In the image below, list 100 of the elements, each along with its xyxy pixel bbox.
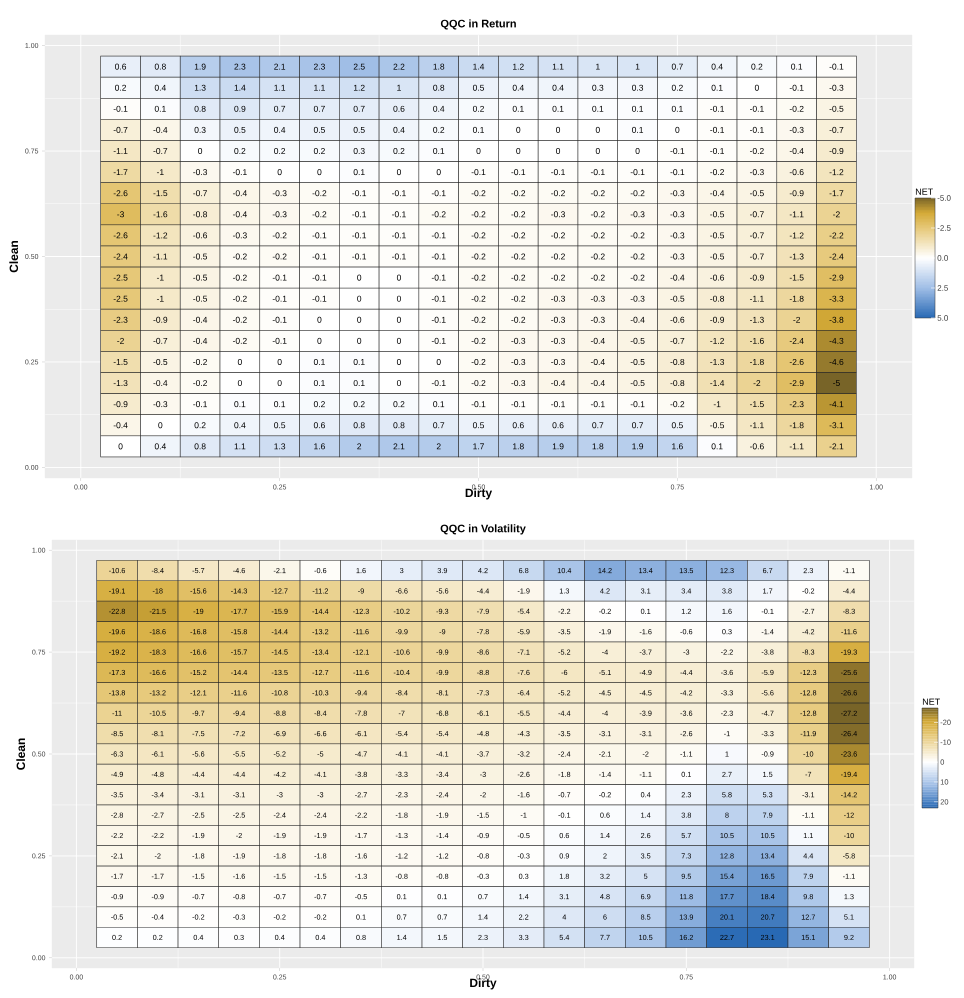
data-label: -1.1 bbox=[750, 422, 764, 428]
data-label: 0.1 bbox=[672, 106, 683, 112]
data-label: -2.2 bbox=[830, 232, 844, 238]
data-label: 2 bbox=[357, 443, 362, 450]
data-label: -0.5 bbox=[630, 338, 645, 344]
data-label: -0.1 bbox=[392, 190, 406, 196]
data-label: -0.4 bbox=[590, 358, 605, 365]
data-label: -1.3 bbox=[790, 254, 804, 260]
data-label: -1.2 bbox=[153, 232, 168, 238]
data-label: 0 bbox=[238, 358, 242, 365]
data-label: -0.8 bbox=[670, 380, 684, 386]
data-label: -0.1 bbox=[511, 401, 526, 408]
data-label: -0.1 bbox=[232, 169, 247, 176]
data-label: 1.1 bbox=[314, 84, 325, 91]
data-label: 0.7 bbox=[592, 422, 604, 428]
data-label: -2.5 bbox=[114, 274, 128, 281]
data-label: -0.2 bbox=[551, 274, 565, 281]
data-label: -0.2 bbox=[670, 401, 684, 408]
data-label: 0 bbox=[556, 148, 560, 154]
data-label: -0.6 bbox=[193, 232, 208, 238]
data-label: 0.2 bbox=[393, 401, 404, 408]
data-label: -0.2 bbox=[511, 232, 526, 238]
data-label: -0.3 bbox=[551, 316, 565, 323]
data-label: -0.3 bbox=[193, 169, 208, 176]
data-label: -4.6 bbox=[830, 358, 844, 365]
data-label: -2.6 bbox=[790, 358, 804, 365]
data-label: 0 bbox=[198, 148, 202, 154]
data-label: -0.1 bbox=[114, 106, 128, 112]
data-label: -0.1 bbox=[193, 401, 207, 408]
data-label: -0.1 bbox=[352, 211, 366, 218]
data-label: -2.3 bbox=[114, 316, 128, 323]
data-label: -0.2 bbox=[590, 211, 605, 218]
data-label: 0.2 bbox=[115, 84, 126, 91]
data-label: -0.8 bbox=[710, 296, 724, 302]
data-label: -0.8 bbox=[193, 211, 208, 218]
data-label: -0.1 bbox=[352, 190, 366, 196]
y-axis-title: Clean bbox=[16, 738, 26, 770]
data-label: -1 bbox=[156, 274, 164, 280]
data-label: 0.1 bbox=[154, 106, 166, 112]
data-label: -2 bbox=[117, 338, 124, 344]
data-label: 0.3 bbox=[632, 84, 644, 91]
data-label: -0.1 bbox=[432, 232, 446, 238]
data-label: -1.1 bbox=[750, 296, 764, 302]
data-label: 0 bbox=[317, 316, 322, 323]
data-label: -2.5 bbox=[114, 296, 128, 302]
data-label: 0.2 bbox=[751, 64, 762, 70]
data-label: -0.4 bbox=[193, 316, 208, 323]
data-label: 1.4 bbox=[234, 84, 246, 91]
data-label: -0.4 bbox=[114, 422, 128, 428]
data-label: -5 bbox=[833, 380, 840, 386]
data-label: 1.9 bbox=[552, 443, 564, 450]
data-label: -1.8 bbox=[790, 422, 804, 428]
data-label: -0.2 bbox=[590, 274, 605, 281]
data-label: -0.1 bbox=[551, 401, 565, 408]
data-label: -0.2 bbox=[193, 380, 207, 386]
data-label: 0 bbox=[516, 148, 520, 154]
data-label: -0.4 bbox=[193, 338, 208, 344]
data-label: 0.1 bbox=[274, 401, 286, 408]
data-label: -2.4 bbox=[114, 254, 128, 260]
data-label: -0.3 bbox=[272, 211, 287, 218]
data-label: 1.8 bbox=[513, 443, 524, 450]
data-label: -0.1 bbox=[830, 64, 844, 70]
data-label: 0 bbox=[238, 380, 242, 386]
data-label: -1.3 bbox=[750, 316, 764, 323]
data-label: -0.4 bbox=[790, 148, 804, 154]
data-label: -0.2 bbox=[511, 211, 526, 218]
data-label: 0.1 bbox=[632, 106, 644, 112]
data-label: 0 bbox=[675, 126, 680, 133]
data-label: -2.6 bbox=[114, 190, 128, 196]
data-label: 0 bbox=[396, 358, 401, 365]
data-label: 0.2 bbox=[314, 148, 325, 154]
data-label: 0.1 bbox=[433, 148, 444, 154]
data-label: -0.2 bbox=[272, 232, 287, 238]
data-label: -1.8 bbox=[750, 358, 764, 365]
data-label: -0.2 bbox=[750, 148, 764, 154]
data-label: -1 bbox=[156, 169, 164, 176]
data-label: 0.1 bbox=[354, 358, 365, 365]
data-label: 0 bbox=[476, 148, 481, 154]
data-label: -0.1 bbox=[670, 148, 684, 154]
data-label: -0.1 bbox=[790, 84, 804, 91]
data-label: -2.9 bbox=[830, 274, 844, 281]
data-label: -0.2 bbox=[312, 211, 326, 218]
data-label: -0.2 bbox=[232, 274, 247, 281]
data-label: -0.1 bbox=[590, 401, 605, 408]
data-label: 1 bbox=[397, 84, 401, 91]
data-label: 0.1 bbox=[791, 64, 802, 70]
data-label: -0.2 bbox=[272, 254, 287, 260]
data-label: 2.3 bbox=[234, 64, 246, 70]
data-label: -0.4 bbox=[710, 190, 724, 196]
data-label: 0.6 bbox=[512, 422, 524, 428]
data-label: -0.1 bbox=[312, 274, 326, 281]
data-label: -0.3 bbox=[750, 169, 764, 176]
data-label: -1.5 bbox=[790, 274, 804, 281]
color-bar-title: NET bbox=[922, 698, 940, 705]
data-label: -0.7 bbox=[153, 338, 168, 344]
data-label: -0.2 bbox=[312, 190, 326, 196]
data-label: 0 bbox=[436, 169, 441, 176]
data-label: -0.5 bbox=[710, 232, 724, 238]
data-label: -0.4 bbox=[670, 274, 684, 281]
data-label: 0 bbox=[158, 422, 162, 428]
